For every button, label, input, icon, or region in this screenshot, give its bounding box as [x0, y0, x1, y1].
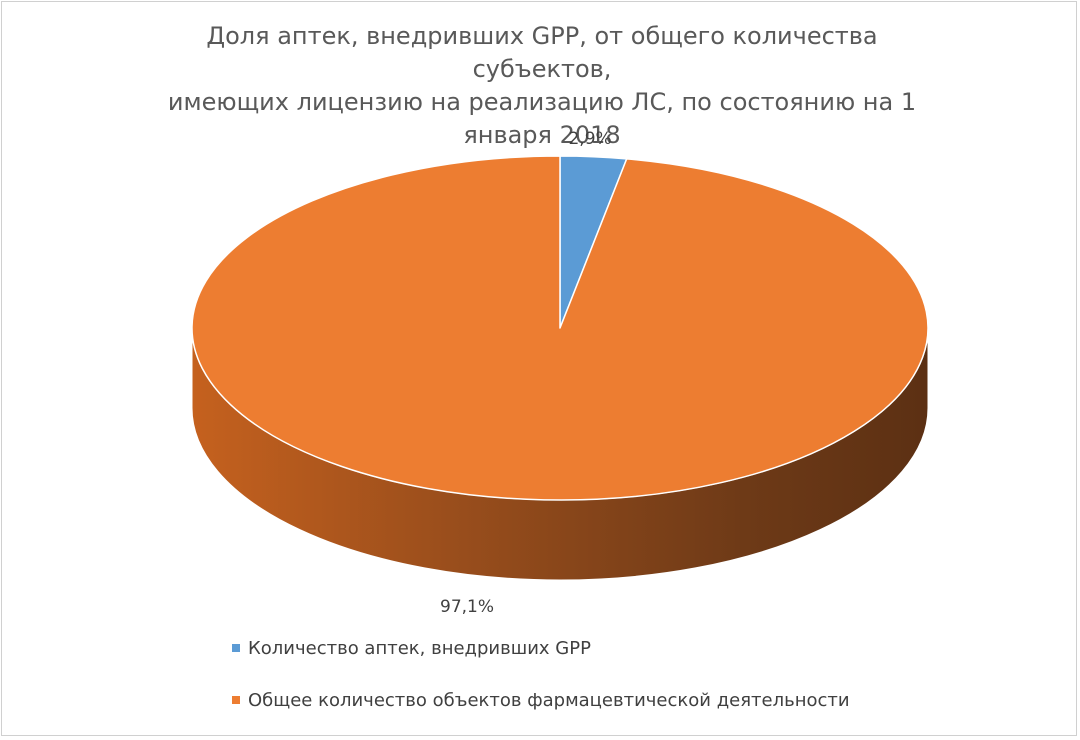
legend: Количество аптек, внедривших GPP Общее к… [232, 636, 850, 740]
data-label-total: 97,1% [440, 597, 494, 617]
chart-title-line-2: имеющих лицензию на реализацию ЛС, по со… [167, 88, 917, 149]
data-label-gpp: 2,9% [568, 129, 611, 149]
legend-item-gpp: Количество аптек, внедривших GPP [232, 636, 850, 660]
legend-swatch-gpp [232, 644, 240, 652]
legend-label-gpp: Количество аптек, внедривших GPP [248, 637, 591, 659]
pie-slice-total [191, 155, 929, 501]
legend-item-total: Общее количество объектов фармацевтическ… [232, 688, 850, 712]
chart-title-line-1: Доля аптек, внедривших GPP, от общего ко… [206, 22, 878, 83]
legend-swatch-total [232, 696, 240, 704]
legend-label-total: Общее количество объектов фармацевтическ… [248, 689, 850, 711]
chart-title: Доля аптек, внедривших GPP, от общего ко… [152, 20, 932, 185]
